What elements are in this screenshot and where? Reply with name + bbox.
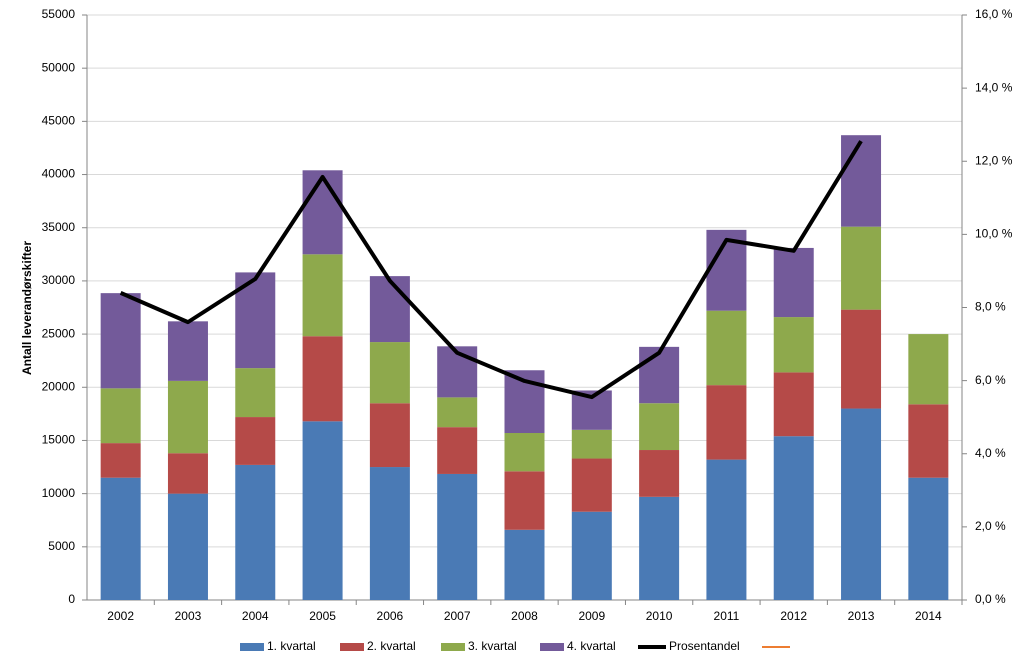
y-axis-title: Antall leverandørskifter — [20, 241, 34, 375]
y2-tick-label: 14,0 % — [975, 80, 1013, 94]
y-tick-label: 40000 — [42, 167, 76, 181]
bar-segment — [100, 477, 141, 600]
bar-segment — [167, 453, 208, 494]
y-tick-label: 10000 — [42, 486, 76, 500]
bar-segment — [235, 464, 276, 600]
x-tick-label: 2010 — [646, 609, 673, 623]
bar-segment — [235, 368, 276, 418]
y-tick-label: 5000 — [48, 539, 75, 553]
legend-label: 2. kvartal — [367, 639, 416, 653]
bar-segment — [504, 529, 545, 600]
x-tick-label: 2014 — [915, 609, 942, 623]
bar-segment — [437, 427, 478, 474]
legend-swatch — [240, 643, 264, 651]
bar-segment — [302, 254, 343, 337]
bar-segment — [167, 321, 208, 381]
legend-swatch — [441, 643, 465, 651]
bar-segment — [369, 276, 410, 343]
legend-label: 4. kvartal — [567, 639, 616, 653]
bar-segment — [706, 459, 747, 600]
x-tick-label: 2002 — [107, 609, 134, 623]
bar-segment — [908, 477, 949, 600]
bar-segment — [302, 421, 343, 600]
y2-tick-label: 6,0 % — [975, 373, 1006, 387]
bar-segment — [639, 346, 680, 404]
y2-tick-label: 8,0 % — [975, 300, 1006, 314]
legend-label: 3. kvartal — [468, 639, 517, 653]
bar-segment — [369, 467, 410, 600]
bar-segment — [571, 458, 612, 512]
bar-segment — [437, 473, 478, 600]
y-tick-label: 30000 — [42, 273, 76, 287]
bar-segment — [908, 334, 949, 405]
legend-label: Prosentandel — [669, 639, 740, 653]
bar-segment — [571, 429, 612, 459]
bar-segment — [235, 417, 276, 465]
bar-segment — [841, 309, 882, 409]
x-tick-label: 2006 — [377, 609, 404, 623]
bar-segment — [167, 380, 208, 454]
bar-segment — [369, 403, 410, 468]
bar-segment — [706, 385, 747, 460]
y2-tick-label: 12,0 % — [975, 153, 1013, 167]
y-tick-label: 15000 — [42, 433, 76, 447]
line-series — [119, 140, 863, 400]
bar-segment — [100, 388, 141, 444]
y-tick-label: 55000 — [42, 7, 76, 21]
bar-segment — [773, 247, 814, 318]
legend-swatch — [540, 643, 564, 651]
x-tick-label: 2009 — [578, 609, 605, 623]
bar-segment — [706, 310, 747, 386]
y2-tick-label: 2,0 % — [975, 519, 1006, 533]
bar-segment — [841, 226, 882, 310]
bar-segment — [571, 511, 612, 600]
bar-segment — [302, 336, 343, 422]
bar-segment — [908, 404, 949, 478]
y-tick-label: 20000 — [42, 379, 76, 393]
y-tick-label: 35000 — [42, 220, 76, 234]
x-tick-label: 2011 — [714, 609, 740, 623]
bar-segment — [841, 135, 882, 227]
x-tick-label: 2004 — [242, 609, 269, 623]
y2-tick-label: 10,0 % — [975, 227, 1013, 241]
bar-segment — [302, 170, 343, 255]
bar-segment — [100, 443, 141, 478]
bar-segment — [773, 372, 814, 437]
bar-segment — [773, 436, 814, 600]
bar-segment — [639, 450, 680, 497]
y-tick-label: 45000 — [42, 114, 76, 128]
bar-segment — [639, 496, 680, 600]
bar-segment — [639, 403, 680, 451]
bar-segment — [437, 397, 478, 428]
y2-tick-label: 16,0 % — [975, 7, 1013, 21]
legend-label: 1. kvartal — [267, 639, 316, 653]
x-tick-label: 2007 — [444, 609, 471, 623]
bar-segment — [504, 433, 545, 472]
y-tick-label: 25000 — [42, 326, 76, 340]
bar-segment — [773, 317, 814, 373]
x-tick-label: 2012 — [780, 609, 807, 623]
legend-swatch — [340, 643, 364, 651]
bar-segment — [369, 342, 410, 404]
x-tick-label: 2013 — [848, 609, 875, 623]
x-tick-label: 2008 — [511, 609, 538, 623]
x-tick-label: 2005 — [309, 609, 336, 623]
y2-tick-label: 4,0 % — [975, 446, 1006, 460]
y-tick-label: 50000 — [42, 60, 76, 74]
bar-segment — [504, 471, 545, 530]
bar-segment — [167, 493, 208, 600]
y2-tick-label: 0,0 % — [975, 592, 1006, 606]
y-tick-label: 0 — [68, 592, 75, 606]
bar-segment — [841, 408, 882, 600]
bar-segment — [100, 293, 141, 389]
x-tick-label: 2003 — [175, 609, 202, 623]
